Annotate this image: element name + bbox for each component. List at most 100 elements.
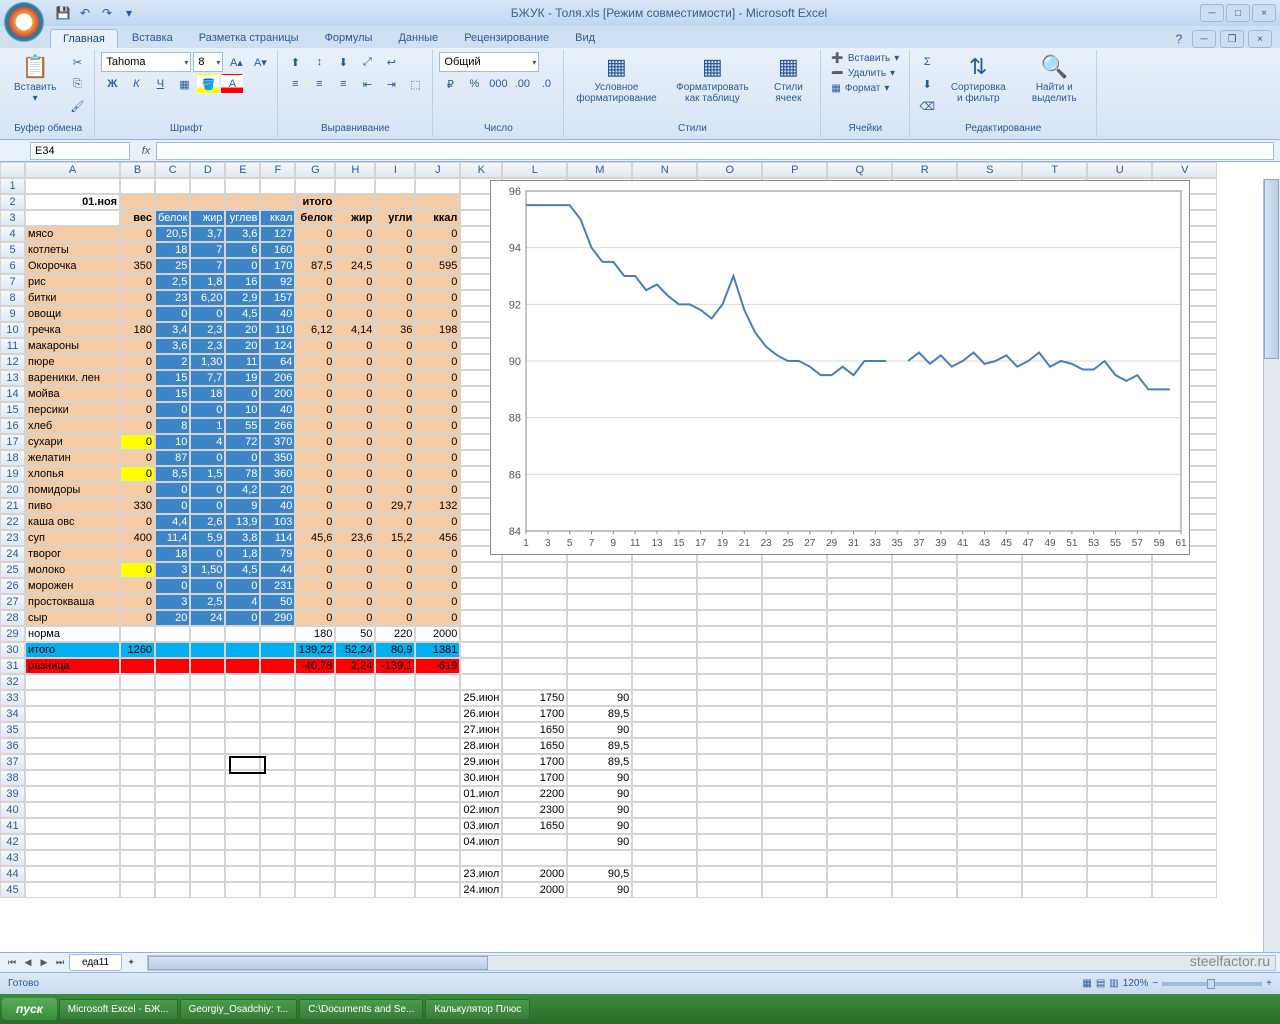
- cell[interactable]: 02.июл: [460, 802, 502, 818]
- cell[interactable]: 1,50: [190, 562, 225, 578]
- cell[interactable]: 0: [375, 482, 415, 498]
- cell[interactable]: [697, 642, 762, 658]
- col-header[interactable]: T: [1022, 162, 1087, 178]
- cell[interactable]: [697, 562, 762, 578]
- ribbon-tab-5[interactable]: Рецензирование: [452, 29, 561, 48]
- cell[interactable]: [892, 594, 957, 610]
- cell[interactable]: [1022, 786, 1087, 802]
- cell[interactable]: 64: [260, 354, 295, 370]
- cell[interactable]: 0: [375, 258, 415, 274]
- find-select-button[interactable]: 🔍Найти и выделить: [1018, 52, 1090, 106]
- cell[interactable]: 0: [375, 562, 415, 578]
- cell[interactable]: [415, 770, 460, 786]
- cell[interactable]: 124: [260, 338, 295, 354]
- cell[interactable]: [190, 178, 225, 194]
- cell[interactable]: [335, 786, 375, 802]
- cell[interactable]: [1022, 626, 1087, 642]
- cell[interactable]: [260, 674, 295, 690]
- cell[interactable]: 350: [260, 450, 295, 466]
- cell[interactable]: 0: [335, 466, 375, 482]
- cell[interactable]: 1260: [120, 642, 155, 658]
- cell[interactable]: 90: [567, 786, 632, 802]
- cell[interactable]: 0: [375, 450, 415, 466]
- cell[interactable]: 139,22: [295, 642, 335, 658]
- cell[interactable]: [460, 658, 502, 674]
- cell[interactable]: 0: [415, 450, 460, 466]
- cell[interactable]: [827, 610, 892, 626]
- cell[interactable]: [190, 706, 225, 722]
- cell[interactable]: углев: [225, 210, 260, 226]
- cell[interactable]: 0: [295, 578, 335, 594]
- cell[interactable]: итого: [295, 194, 335, 210]
- cell[interactable]: [502, 562, 567, 578]
- cell[interactable]: 89,5: [567, 706, 632, 722]
- cell[interactable]: 90: [567, 834, 632, 850]
- cell[interactable]: 0: [295, 594, 335, 610]
- cell[interactable]: 0: [375, 370, 415, 386]
- cell[interactable]: 0: [375, 354, 415, 370]
- cell[interactable]: 0: [190, 578, 225, 594]
- cell[interactable]: 23: [155, 290, 190, 306]
- cell[interactable]: [155, 706, 190, 722]
- cell[interactable]: [25, 674, 120, 690]
- cell[interactable]: 2,5: [190, 594, 225, 610]
- cell[interactable]: [1152, 850, 1217, 866]
- name-box[interactable]: E34: [30, 142, 130, 160]
- cell[interactable]: [1087, 882, 1152, 898]
- cell[interactable]: разница: [25, 658, 120, 674]
- row-header[interactable]: 3: [0, 210, 25, 226]
- cell[interactable]: [957, 770, 1022, 786]
- cell[interactable]: [762, 754, 827, 770]
- cell[interactable]: 30.июн: [460, 770, 502, 786]
- cell[interactable]: [415, 834, 460, 850]
- cell[interactable]: жир: [335, 210, 375, 226]
- cell[interactable]: [375, 722, 415, 738]
- cell[interactable]: 87,5: [295, 258, 335, 274]
- cell[interactable]: [762, 562, 827, 578]
- cell[interactable]: [190, 802, 225, 818]
- autosum-icon[interactable]: Σ: [916, 52, 938, 72]
- cell[interactable]: [1022, 642, 1087, 658]
- cell[interactable]: 0: [295, 274, 335, 290]
- cell[interactable]: [415, 882, 460, 898]
- cell[interactable]: 1700: [502, 770, 567, 786]
- cell[interactable]: 1650: [502, 818, 567, 834]
- cell[interactable]: овощи: [25, 306, 120, 322]
- qat-dropdown-icon[interactable]: ▾: [120, 4, 138, 22]
- cell[interactable]: [1087, 626, 1152, 642]
- row-header[interactable]: 40: [0, 802, 25, 818]
- cell[interactable]: [1152, 674, 1217, 690]
- cell[interactable]: 456: [415, 530, 460, 546]
- cell[interactable]: [155, 850, 190, 866]
- cell[interactable]: 0: [375, 274, 415, 290]
- row-header[interactable]: 44: [0, 866, 25, 882]
- cell[interactable]: [25, 786, 120, 802]
- row-header[interactable]: 14: [0, 386, 25, 402]
- paste-button[interactable]: 📋Вставить▾: [8, 52, 62, 106]
- cell[interactable]: 0: [120, 402, 155, 418]
- cell[interactable]: [567, 850, 632, 866]
- view-normal-icon[interactable]: ▦: [1082, 978, 1091, 989]
- cell[interactable]: 89,5: [567, 738, 632, 754]
- cell[interactable]: [827, 770, 892, 786]
- cell[interactable]: [1087, 834, 1152, 850]
- cell[interactable]: [260, 850, 295, 866]
- cell[interactable]: [295, 770, 335, 786]
- cell[interactable]: [567, 674, 632, 690]
- cell[interactable]: 180: [295, 626, 335, 642]
- cell[interactable]: 0: [415, 418, 460, 434]
- col-header[interactable]: B: [120, 162, 155, 178]
- cell[interactable]: 0: [190, 546, 225, 562]
- cell[interactable]: [155, 818, 190, 834]
- row-header[interactable]: 17: [0, 434, 25, 450]
- cell[interactable]: [892, 674, 957, 690]
- row-header[interactable]: 4: [0, 226, 25, 242]
- col-header[interactable]: V: [1152, 162, 1217, 178]
- cell[interactable]: [1087, 642, 1152, 658]
- cell[interactable]: [1152, 802, 1217, 818]
- col-header[interactable]: D: [190, 162, 225, 178]
- cell[interactable]: 19: [225, 370, 260, 386]
- cell[interactable]: [225, 834, 260, 850]
- cell[interactable]: морожен: [25, 578, 120, 594]
- cell[interactable]: [335, 706, 375, 722]
